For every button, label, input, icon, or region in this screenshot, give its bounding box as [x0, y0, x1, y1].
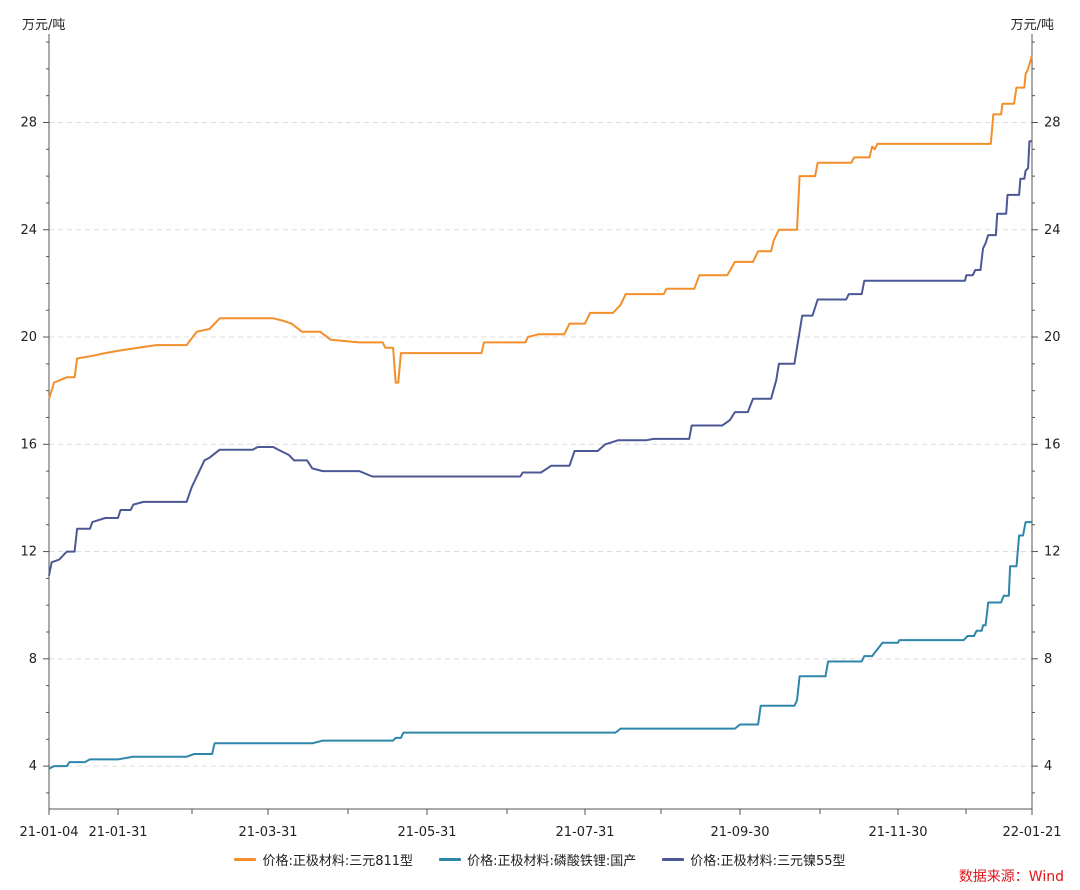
y-axis-unit-left: 万元/吨	[22, 18, 66, 33]
x-tick-label-21-07-31: 21-07-31	[555, 825, 614, 840]
y-axis-unit-right: 万元/吨	[1010, 18, 1054, 33]
y-tick-label-right-4: 4	[1044, 759, 1052, 774]
series-line-2	[48, 140, 1032, 576]
y-tick-label-right-20: 20	[1044, 330, 1061, 345]
y-tick-label-right-24: 24	[1044, 223, 1061, 238]
legend-item-ternary-55: 价格:正极材料:三元镍55型	[662, 850, 846, 869]
y-tick-label-left-12: 12	[20, 545, 37, 560]
y-tick-label-right-16: 16	[1044, 437, 1061, 452]
x-tick-label-22-01-21: 22-01-21	[1002, 825, 1061, 840]
y-tick-label-left-8: 8	[29, 652, 37, 667]
x-tick-label-21-09-30: 21-09-30	[710, 825, 769, 840]
x-tick-label-21-11-30: 21-11-30	[868, 825, 927, 840]
x-tick-label-21-05-31: 21-05-31	[397, 825, 456, 840]
x-tick-label-21-01-04: 21-01-04	[19, 825, 78, 840]
legend-label-ternary-55: 价格:正极材料:三元镍55型	[690, 854, 846, 869]
y-tick-label-left-28: 28	[20, 115, 37, 130]
x-tick-label-21-03-31: 21-03-31	[238, 825, 297, 840]
y-tick-label-right-28: 28	[1044, 115, 1061, 130]
legend-item-lfp: 价格:正极材料:磷酸铁锂:国产	[439, 850, 636, 869]
legend-swatch-ternary-811	[234, 858, 257, 861]
series-line-1	[48, 521, 1032, 770]
y-tick-label-right-8: 8	[1044, 652, 1052, 667]
legend-label-lfp: 价格:正极材料:磷酸铁锂:国产	[467, 854, 637, 869]
legend-label-ternary-811: 价格:正极材料:三元811型	[262, 854, 414, 869]
legend-item-ternary-811: 价格:正极材料:三元811型	[234, 850, 413, 869]
data-source-note: 数据来源：Wind	[958, 869, 1064, 885]
legend-swatch-ternary-55	[662, 858, 685, 861]
x-tick-label-21-01-31: 21-01-31	[88, 825, 147, 840]
y-tick-label-right-12: 12	[1044, 545, 1061, 560]
y-tick-label-left-4: 4	[29, 759, 37, 774]
y-tick-label-left-16: 16	[20, 437, 37, 452]
legend-swatch-lfp	[439, 858, 462, 861]
y-tick-label-left-24: 24	[20, 223, 37, 238]
legend: 价格:正极材料:三元811型 价格:正极材料:磷酸铁锂:国产 价格:正极材料:三…	[0, 850, 1080, 869]
y-tick-label-left-20: 20	[20, 330, 37, 345]
series-line-0	[48, 55, 1033, 400]
